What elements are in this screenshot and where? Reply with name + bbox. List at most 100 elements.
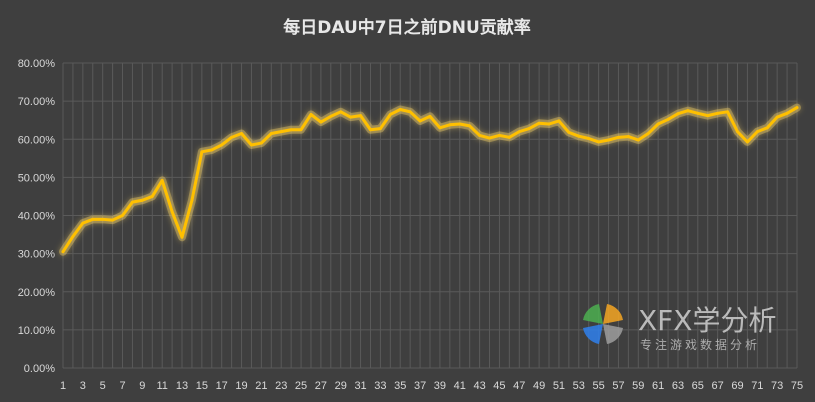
data-point xyxy=(577,134,581,138)
data-point xyxy=(339,110,343,114)
x-tick-label: 35 xyxy=(394,380,406,392)
data-point xyxy=(626,135,630,138)
x-tick-label: 69 xyxy=(731,380,743,392)
x-tick-label: 17 xyxy=(216,380,228,392)
data-point xyxy=(726,110,729,114)
data-point xyxy=(607,138,610,142)
data-point xyxy=(736,130,739,134)
chart-title: 每日DAU中7日之前DNU贡献率 xyxy=(283,17,531,38)
data-point xyxy=(666,118,670,121)
data-point xyxy=(408,110,412,114)
data-point xyxy=(765,126,769,130)
watermark: XFX学分析 专注游戏数据分析 xyxy=(583,304,776,352)
data-point xyxy=(369,128,372,132)
data-point xyxy=(547,122,551,126)
x-axis-tick-labels: 1 3 5 7 9 11 13 15 17 19 21 23 25 27 29 31 33 35 37 39 41 43 4… xyxy=(60,380,803,392)
x-tick-label: 49 xyxy=(533,380,545,392)
data-point xyxy=(259,141,263,145)
data-point xyxy=(329,114,333,118)
y-tick-label: 30.00% xyxy=(18,249,56,261)
data-point xyxy=(686,109,690,113)
x-tick-label: 57 xyxy=(612,380,624,392)
x-tick-label: 47 xyxy=(513,380,525,392)
x-tick-label: 65 xyxy=(692,380,704,392)
data-point xyxy=(81,221,85,225)
data-point xyxy=(557,119,561,123)
y-tick-label: 70.00% xyxy=(18,96,56,108)
data-point xyxy=(795,106,799,110)
data-point xyxy=(190,198,194,202)
data-point xyxy=(121,214,124,217)
data-point xyxy=(61,250,65,254)
data-point xyxy=(269,132,273,135)
data-point xyxy=(428,114,432,118)
data-point xyxy=(359,114,362,118)
data-point xyxy=(636,138,640,142)
y-tick-label: 60.00% xyxy=(18,134,56,146)
data-point xyxy=(170,210,174,214)
x-tick-label: 43 xyxy=(473,380,485,392)
x-tick-label: 73 xyxy=(771,380,783,392)
series-layer xyxy=(59,103,801,256)
data-point xyxy=(458,122,462,126)
data-point xyxy=(180,235,184,239)
x-tick-label: 3 xyxy=(80,380,86,392)
x-tick-label: 11 xyxy=(156,380,167,392)
x-tick-label: 51 xyxy=(553,380,565,392)
data-point xyxy=(398,108,402,111)
x-tick-label: 21 xyxy=(255,380,267,392)
x-tick-label: 5 xyxy=(100,380,106,392)
y-tick-label: 40.00% xyxy=(18,211,56,223)
data-point xyxy=(517,130,521,134)
data-point xyxy=(388,113,392,116)
x-tick-label: 55 xyxy=(592,380,604,392)
x-tick-label: 33 xyxy=(374,380,386,392)
data-point xyxy=(537,121,541,125)
y-tick-label: 0.00% xyxy=(24,363,55,375)
x-tick-label: 71 xyxy=(751,380,763,392)
data-point xyxy=(587,137,591,140)
x-tick-label: 67 xyxy=(712,380,724,392)
x-tick-label: 25 xyxy=(295,380,307,392)
data-point xyxy=(646,132,650,135)
x-tick-label: 59 xyxy=(632,380,644,392)
x-tick-label: 23 xyxy=(275,380,287,392)
x-tick-label: 39 xyxy=(434,380,446,392)
data-point xyxy=(250,143,253,147)
data-point xyxy=(597,140,601,144)
data-point xyxy=(438,126,442,130)
x-tick-label: 13 xyxy=(176,380,188,392)
watermark-subtitle: 专注游戏数据分析 xyxy=(640,337,760,352)
data-point xyxy=(498,134,501,137)
data-point xyxy=(289,128,293,132)
x-tick-label: 45 xyxy=(493,380,505,392)
data-point xyxy=(279,130,283,134)
data-point xyxy=(567,130,571,134)
data-point xyxy=(319,120,323,124)
y-tick-label: 20.00% xyxy=(18,287,56,299)
data-point xyxy=(488,136,491,140)
x-tick-label: 37 xyxy=(414,380,426,392)
data-point xyxy=(617,135,620,139)
data-point xyxy=(755,130,759,134)
x-tick-label: 41 xyxy=(454,380,466,392)
data-point xyxy=(200,150,204,154)
x-tick-label: 9 xyxy=(139,380,145,392)
data-point xyxy=(746,140,749,144)
data-point xyxy=(418,119,422,123)
x-tick-label: 27 xyxy=(315,380,327,392)
data-point xyxy=(468,124,472,128)
data-point xyxy=(676,112,680,116)
data-point xyxy=(230,135,234,139)
data-point xyxy=(131,200,134,204)
data-point xyxy=(71,235,75,238)
data-point xyxy=(101,217,105,221)
data-point xyxy=(150,195,154,198)
x-tick-label: 61 xyxy=(652,380,664,392)
data-point xyxy=(160,179,164,182)
data-point xyxy=(716,111,720,115)
x-tick-label: 19 xyxy=(235,380,247,392)
x-tick-label: 31 xyxy=(354,380,366,392)
data-point xyxy=(696,111,700,115)
